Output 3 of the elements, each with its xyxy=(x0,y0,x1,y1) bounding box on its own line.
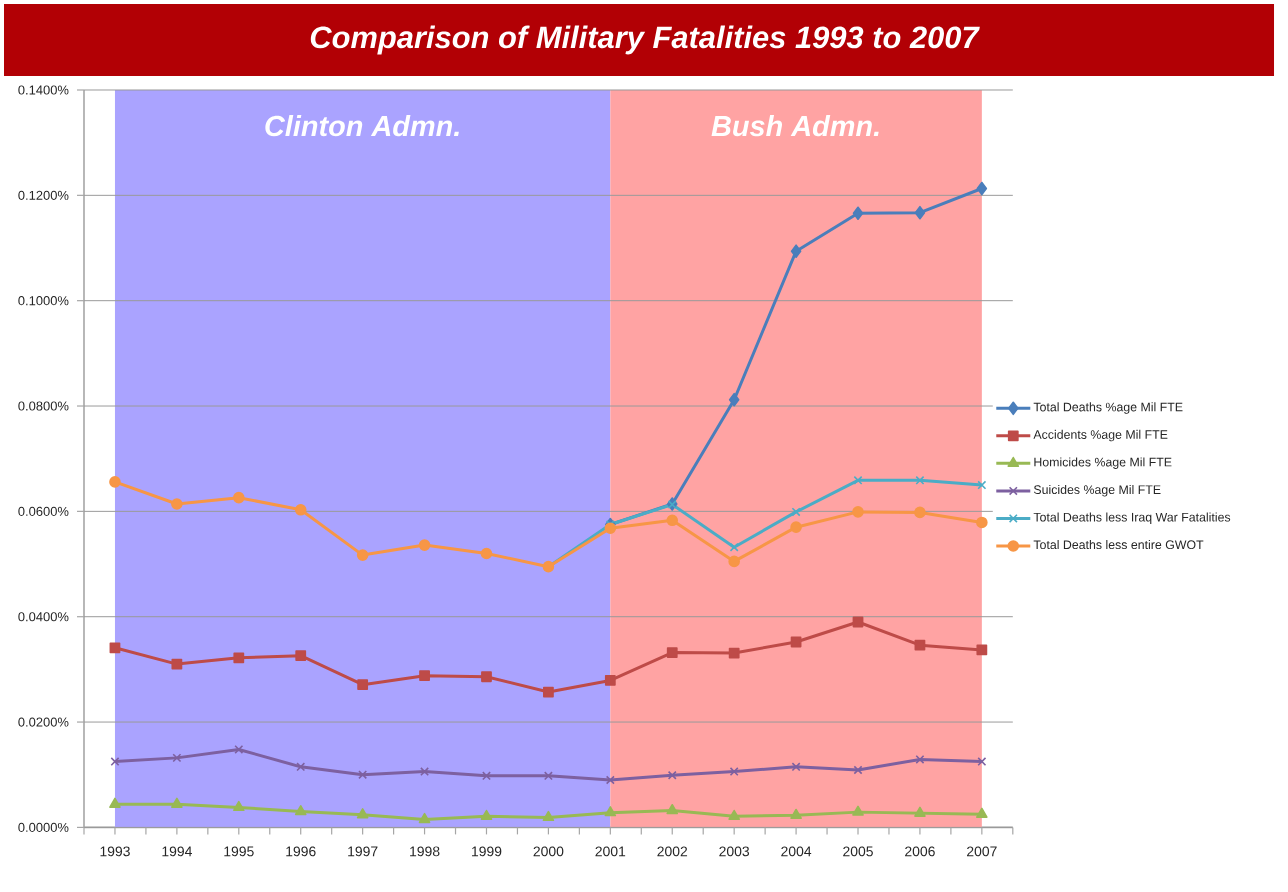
band-label: Clinton Admn. xyxy=(265,115,459,137)
chart-title: Comparison of Military Fatalities 1993 to 2007 xyxy=(310,25,980,55)
band-label: Bush Admn. xyxy=(711,115,879,137)
